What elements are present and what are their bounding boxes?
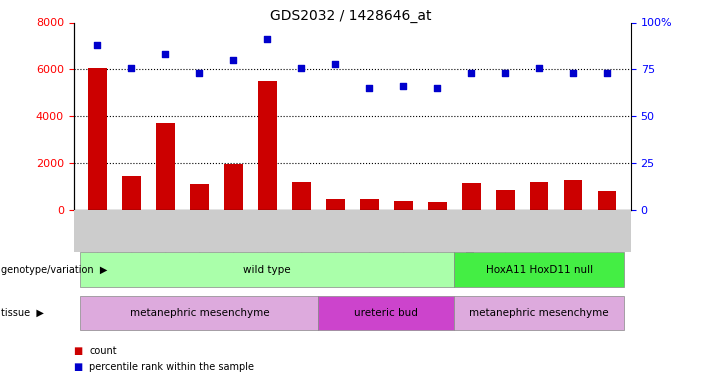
Point bbox=[261, 36, 273, 42]
Text: ■: ■ bbox=[74, 362, 83, 372]
Point bbox=[568, 70, 579, 76]
Bar bbox=[88, 68, 107, 210]
Bar bbox=[292, 182, 311, 210]
Point bbox=[397, 83, 409, 89]
Text: wild type: wild type bbox=[243, 265, 291, 274]
Text: count: count bbox=[89, 346, 116, 355]
Point bbox=[125, 64, 137, 70]
Text: tissue  ▶: tissue ▶ bbox=[1, 308, 44, 318]
Bar bbox=[496, 190, 515, 210]
Text: metanephric mesenchyme: metanephric mesenchyme bbox=[470, 308, 609, 318]
Point bbox=[193, 70, 205, 76]
Bar bbox=[190, 184, 209, 210]
Point bbox=[465, 70, 477, 76]
Bar bbox=[462, 183, 480, 210]
Point bbox=[228, 57, 239, 63]
Point bbox=[296, 64, 307, 70]
Point bbox=[432, 85, 443, 91]
Point bbox=[500, 70, 511, 76]
Bar bbox=[394, 201, 413, 210]
Point bbox=[601, 70, 613, 76]
Text: metanephric mesenchyme: metanephric mesenchyme bbox=[130, 308, 269, 318]
Bar bbox=[258, 81, 277, 210]
Point bbox=[329, 61, 341, 67]
Bar bbox=[122, 176, 141, 210]
Text: ureteric bud: ureteric bud bbox=[354, 308, 418, 318]
Bar bbox=[428, 202, 447, 210]
Text: genotype/variation  ▶: genotype/variation ▶ bbox=[1, 265, 108, 274]
Text: GDS2032 / 1428646_at: GDS2032 / 1428646_at bbox=[270, 9, 431, 23]
Point bbox=[364, 85, 375, 91]
Bar bbox=[326, 200, 345, 210]
Bar bbox=[360, 200, 379, 210]
Bar bbox=[564, 180, 583, 210]
Point bbox=[533, 64, 545, 70]
Point bbox=[160, 51, 171, 57]
Bar bbox=[530, 182, 548, 210]
Point bbox=[92, 42, 103, 48]
Text: ■: ■ bbox=[74, 346, 83, 355]
Bar bbox=[156, 123, 175, 210]
Text: percentile rank within the sample: percentile rank within the sample bbox=[89, 362, 254, 372]
Bar bbox=[598, 191, 616, 210]
Text: HoxA11 HoxD11 null: HoxA11 HoxD11 null bbox=[486, 265, 593, 274]
Bar bbox=[224, 164, 243, 210]
